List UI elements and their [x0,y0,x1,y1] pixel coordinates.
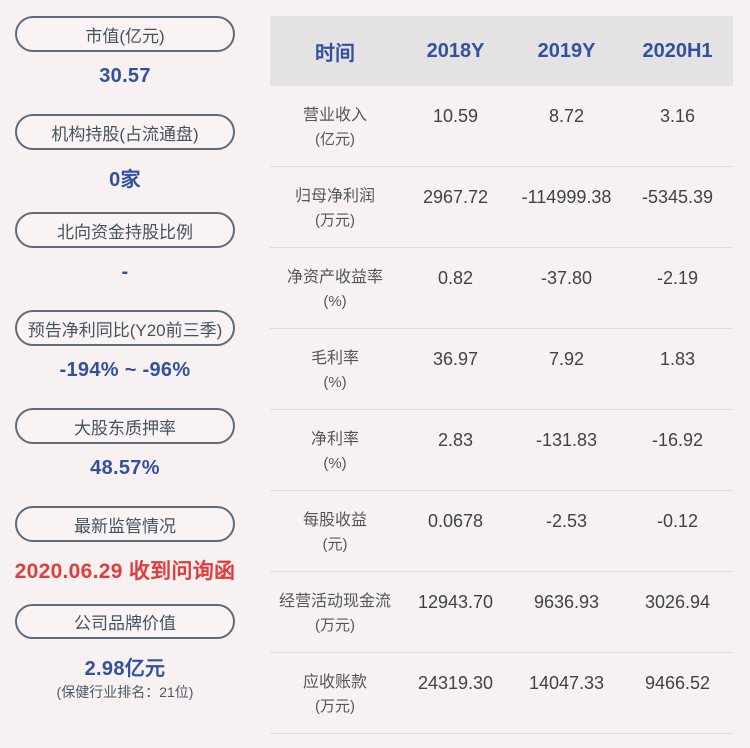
cell-value: 9636.93 [533,592,600,612]
metric-label: 预告净利同比(Y20前三季) [27,320,223,340]
table-row-eps: 每股收益 (元) 0.0678 -2.53 -0.12 [270,491,733,572]
row-label: 每股收益 (元) [270,509,400,571]
row-name: 应收账款 [302,674,367,691]
row-label: 营业收入 (亿元) [270,104,400,166]
cell-value: 2967.72 [422,187,489,207]
cell-value: 3.16 [659,106,696,126]
metric-value: 2.98亿元 [84,658,166,680]
row-label: 经营活动现金流 (万元) [270,590,400,652]
cell-value: -2.19 [656,268,699,288]
header-col-2018Y: 2018Y [426,39,485,62]
cell-value: -131.83 [535,430,598,450]
metric-value: - [121,261,129,283]
metric-value: 0家 [109,169,141,191]
row-label: 净资产收益率 (%) [270,266,400,328]
metric-value: 30.57 [99,65,151,87]
table-row-revenue: 营业收入 (亿元) 10.59 8.72 3.16 [270,86,733,167]
table-header-row: 时间 2018Y 2019Y 2020H1 [270,16,733,86]
row-name: 经营活动现金流 [278,593,391,610]
sidebar-item-northbound-holding-ratio: 北向资金持股比例 - [0,212,250,310]
cell-value: -114999.38 [521,187,612,207]
row-unit: (万元) [315,698,355,715]
row-unit: (亿元) [315,131,355,148]
row-unit: (万元) [315,617,355,634]
cell-value: 0.82 [437,268,474,288]
row-name: 净利率 [310,431,359,448]
cell-value: 8.72 [548,106,585,126]
row-unit: (%) [323,293,347,310]
table-row-net-margin: 净利率 (%) 2.83 -131.83 -16.92 [270,410,733,491]
metric-pill: 最新监管情况 [15,506,235,542]
row-label: 净利率 (%) [270,428,400,490]
row-label: 毛利率 (%) [270,347,400,409]
sidebar-item-brand-value: 公司品牌价值 2.98亿元 (保健行业排名：21位) [0,604,250,702]
cell-value: -2.53 [545,511,588,531]
row-name: 毛利率 [310,350,359,367]
row-unit: (%) [323,374,347,391]
cell-value: -5345.39 [641,187,714,207]
row-unit: (万元) [315,212,355,229]
row-name: 每股收益 [302,512,367,529]
row-label: 归母净利润 (万元) [270,185,400,247]
row-unit: (%) [323,455,347,472]
cell-value: -37.80 [540,268,593,288]
metric-value: -194% ~ -96% [59,359,191,381]
cell-value: 14047.33 [528,673,605,693]
metric-pill: 大股东质押率 [15,408,235,444]
cell-value: 3026.94 [644,592,711,612]
metric-label: 北向资金持股比例 [57,222,193,242]
metric-pill: 公司品牌价值 [15,604,235,639]
metric-pill: 北向资金持股比例 [15,212,235,248]
metric-pill: 市值(亿元) [15,16,235,52]
table-row-roe: 净资产收益率 (%) 0.82 -37.80 -2.19 [270,248,733,329]
metric-label: 公司品牌价值 [74,614,176,633]
financials-table: 时间 2018Y 2019Y 2020H1 营业收入 (亿元) 10.59 8.… [270,16,733,734]
table-row-gross-margin: 毛利率 (%) 36.97 7.92 1.83 [270,329,733,410]
table-row-net-profit: 归母净利润 (万元) 2967.72 -114999.38 -5345.39 [270,167,733,248]
cell-value: -0.12 [656,511,699,531]
metric-pill: 预告净利同比(Y20前三季) [15,310,235,346]
row-label: 应收账款 (万元) [270,671,400,733]
sidebar-item-institutional-holdings: 机构持股(占流通盘) 0家 [0,114,250,212]
table-row-accounts-receivable: 应收账款 (万元) 24319.30 14047.33 9466.52 [270,653,733,734]
row-name: 净资产收益率 [286,269,383,286]
sidebar-item-latest-regulatory-status: 最新监管情况 2020.06.29 收到问询函 [0,506,250,604]
metric-label: 机构持股(占流通盘) [51,124,199,144]
cell-value: 10.59 [432,106,479,126]
row-unit: (元) [322,536,348,553]
cell-value: 36.97 [432,349,479,369]
cell-value: 9466.52 [644,673,711,693]
sidebar-item-market-cap: 市值(亿元) 30.57 [0,16,250,114]
metric-label: 大股东质押率 [74,418,176,438]
metric-label: 市值(亿元) [85,26,165,46]
metric-label: 最新监管情况 [74,516,176,536]
sidebar-item-forecast-net-profit-yoy: 预告净利同比(Y20前三季) -194% ~ -96% [0,310,250,408]
row-name: 营业收入 [302,107,367,124]
header-col-2019Y: 2019Y [537,39,596,62]
row-name: 归母净利润 [294,188,375,205]
table-row-operating-cash-flow: 经营活动现金流 (万元) 12943.70 9636.93 3026.94 [270,572,733,653]
metrics-sidebar: 市值(亿元) 30.57 机构持股(占流通盘) 0家 北向资金持股比例 - 预告… [0,16,250,734]
metric-value: 48.57% [90,457,160,479]
cell-value: 1.83 [659,349,696,369]
header-col-2020H1: 2020H1 [642,39,713,62]
cell-value: 12943.70 [417,592,494,612]
cell-value: 7.92 [548,349,585,369]
regulatory-alert-value: 2020.06.29 收到问询函 [14,560,236,583]
sidebar-item-major-shareholder-pledge-ratio: 大股东质押率 48.57% [0,408,250,506]
cell-value: -16.92 [651,430,704,450]
header-time-label: 时间 [315,42,355,65]
metric-pill: 机构持股(占流通盘) [15,114,235,150]
brand-value-rank-subtitle: (保健行业排名：21位) [56,684,194,700]
cell-value: 0.0678 [427,511,484,531]
cell-value: 2.83 [437,430,474,450]
cell-value: 24319.30 [417,673,494,693]
